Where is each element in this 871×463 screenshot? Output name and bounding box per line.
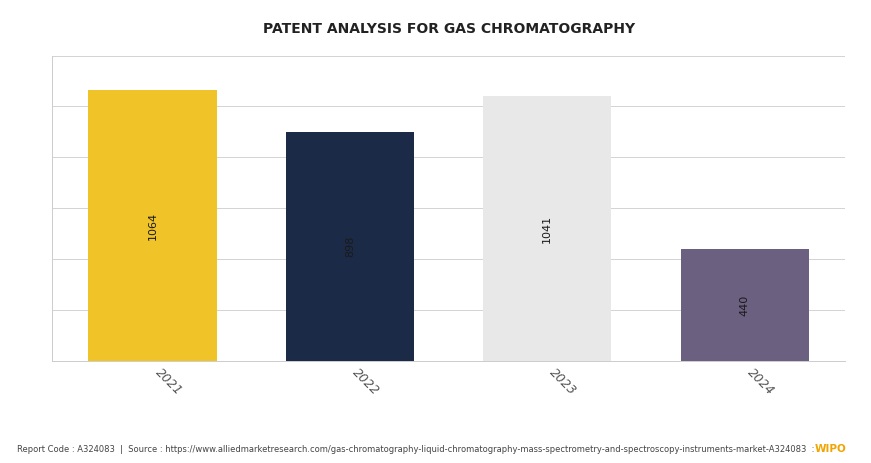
Text: 1064: 1064	[147, 212, 158, 240]
Bar	[483, 96, 611, 361]
Bar	[680, 249, 809, 361]
Text: 440: 440	[739, 294, 750, 316]
Bar	[88, 90, 217, 361]
Title: PATENT ANALYSIS FOR GAS CHROMATOGRAPHY: PATENT ANALYSIS FOR GAS CHROMATOGRAPHY	[262, 22, 635, 36]
Text: 898: 898	[345, 236, 354, 257]
Text: Report Code : A324083  |  Source : https://www.alliedmarketresearch.com/gas-chro: Report Code : A324083 | Source : https:/…	[17, 445, 814, 454]
Bar	[286, 132, 414, 361]
Text: 1041: 1041	[543, 214, 552, 243]
Text: WIPO: WIPO	[815, 444, 847, 454]
